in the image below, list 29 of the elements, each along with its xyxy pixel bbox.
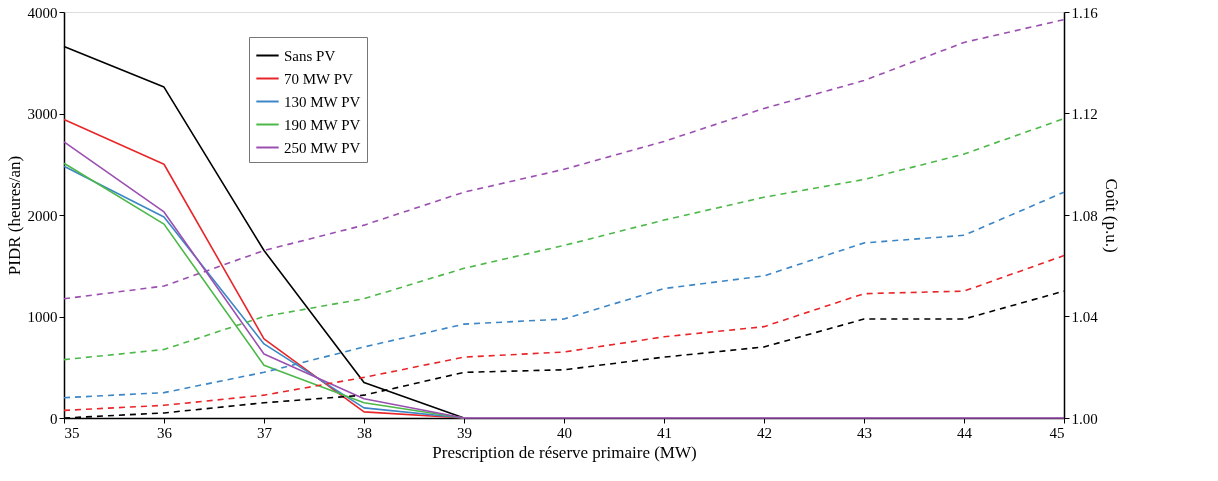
y-tick-label: 3000 [27,106,58,122]
x-tick-label: 40 [557,424,572,441]
x-tick-label: 39 [457,424,472,441]
legend-label: 250 MW PV [284,139,361,156]
x-tick-label: 41 [657,424,672,441]
y-tick-label: 2000 [27,207,58,224]
legend-label: 190 MW PV [284,116,361,133]
x-axis-title: Prescription de réserve primaire (MW) [432,442,697,462]
y2-tick-label: 1.00 [1071,410,1098,427]
y2-tick-label: 1.08 [1071,207,1098,224]
x-tick-label: 42 [757,424,772,441]
y-tick-label: 0 [50,410,58,427]
y2-tick-label: 1.16 [1071,4,1099,21]
legend-label: 130 MW PV [284,93,361,110]
y-axis-title: PIDR (heures/an) [4,155,24,276]
x-tick-label: 35 [64,424,80,441]
legend-label: 70 MW PV [284,70,354,87]
y-tick-label: 4000 [27,4,58,21]
x-tick-label: 43 [857,424,872,441]
x-tick-label: 37 [257,424,273,441]
x-tick-label: 45 [1049,424,1065,441]
legend-label: Sans PV [284,47,336,64]
y-tick-label: 1000 [27,309,58,325]
y2-tick-label: 1.04 [1071,309,1099,325]
x-tick-label: 44 [957,424,973,441]
y2-tick-label: 1.12 [1071,106,1098,122]
x-tick-label: 36 [157,424,173,441]
y2-axis-title: Coût (p.u.) [1101,178,1121,253]
x-tick-label: 38 [357,424,372,441]
